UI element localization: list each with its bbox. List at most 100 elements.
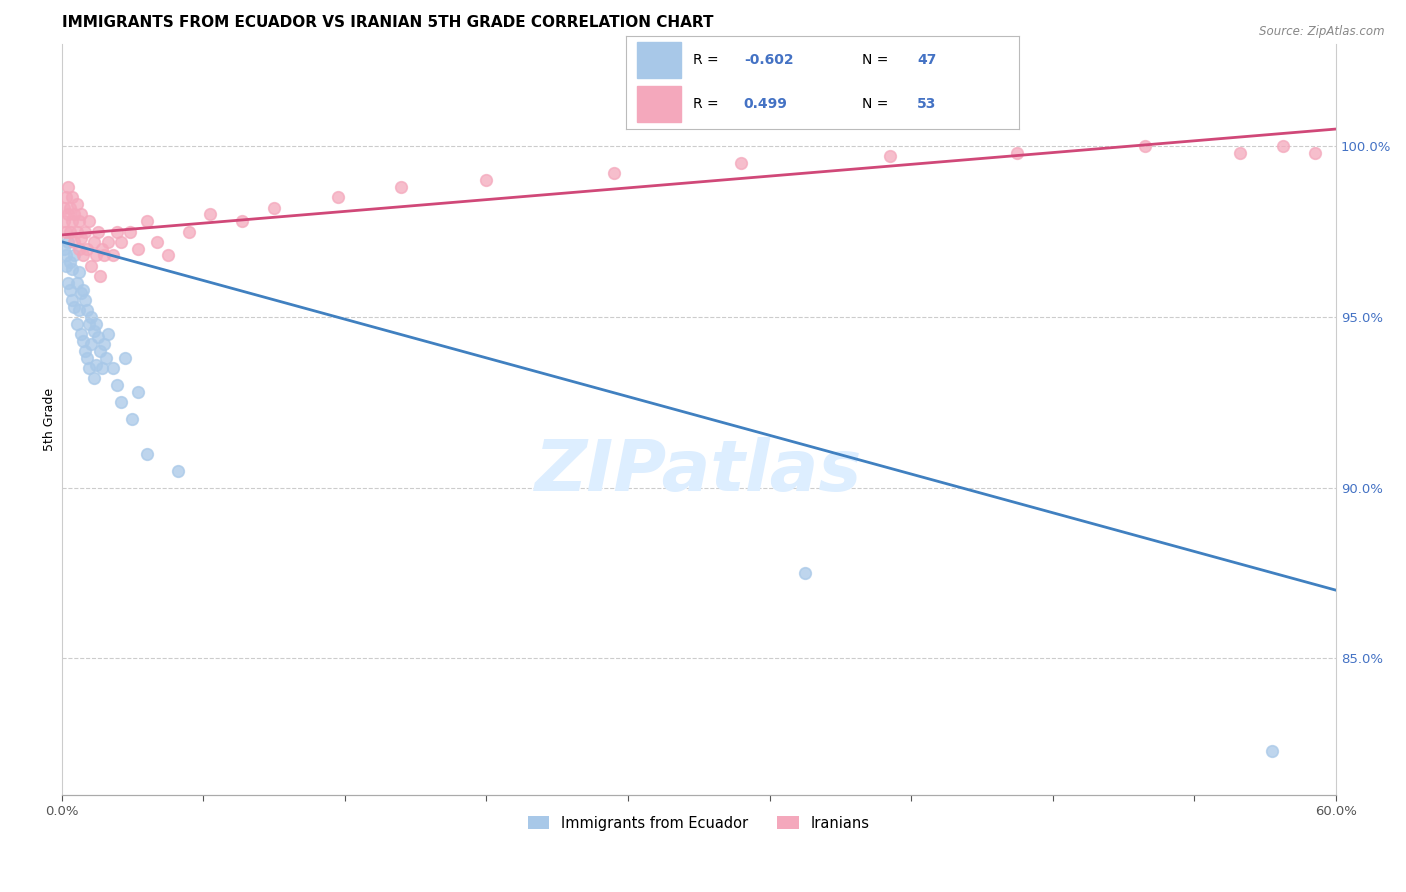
Point <box>67 242 90 256</box>
Point <box>55 225 77 239</box>
Point <box>110 235 132 249</box>
Point <box>69 326 91 341</box>
Point <box>52 242 75 256</box>
Point <box>1007 145 1029 160</box>
Point <box>69 231 91 245</box>
Point <box>65 276 87 290</box>
Point <box>97 326 120 341</box>
Point <box>167 464 190 478</box>
Point <box>55 190 77 204</box>
Point <box>73 344 96 359</box>
Point <box>72 334 94 348</box>
Point <box>65 225 87 239</box>
Point <box>60 262 83 277</box>
Point <box>84 317 107 331</box>
Point <box>67 303 90 318</box>
Point <box>127 242 149 256</box>
Point <box>69 207 91 221</box>
Point <box>67 265 90 279</box>
Point <box>60 214 83 228</box>
Text: -0.602: -0.602 <box>744 53 793 67</box>
Point <box>76 351 98 365</box>
Point <box>59 283 82 297</box>
Text: R =: R = <box>693 53 723 67</box>
Point <box>475 173 498 187</box>
Point <box>177 225 200 239</box>
Point <box>84 358 107 372</box>
Point <box>127 384 149 399</box>
Point <box>105 378 128 392</box>
Point <box>231 214 253 228</box>
Point <box>63 248 86 262</box>
Point <box>76 303 98 318</box>
Point <box>59 255 82 269</box>
Point <box>93 337 115 351</box>
Text: IMMIGRANTS FROM ECUADOR VS IRANIAN 5TH GRADE CORRELATION CHART: IMMIGRANTS FROM ECUADOR VS IRANIAN 5TH G… <box>62 15 713 30</box>
Point <box>59 225 82 239</box>
Point <box>56 180 79 194</box>
Text: 0.499: 0.499 <box>744 97 787 111</box>
Point <box>1261 744 1284 758</box>
Point <box>89 344 111 359</box>
Point <box>69 285 91 300</box>
Text: N =: N = <box>862 53 893 67</box>
Text: R =: R = <box>693 97 727 111</box>
Point <box>1133 139 1156 153</box>
Point <box>101 361 124 376</box>
Point <box>156 248 179 262</box>
Point <box>72 283 94 297</box>
Point <box>55 248 77 262</box>
Point <box>146 235 169 249</box>
Point <box>80 337 103 351</box>
Point <box>101 248 124 262</box>
Point <box>80 259 103 273</box>
Point <box>87 330 110 344</box>
Point <box>793 566 815 580</box>
Point <box>110 395 132 409</box>
Point <box>1303 145 1326 160</box>
Text: 47: 47 <box>917 53 936 67</box>
Y-axis label: 5th Grade: 5th Grade <box>44 388 56 451</box>
Point <box>52 201 75 215</box>
Point <box>87 225 110 239</box>
Point <box>55 259 77 273</box>
Point <box>200 207 222 221</box>
Point <box>73 293 96 307</box>
Point <box>121 412 143 426</box>
Point <box>77 361 100 376</box>
Point <box>56 235 79 249</box>
Bar <box>637 42 681 78</box>
Point <box>56 207 79 221</box>
Point <box>77 214 100 228</box>
Point <box>65 317 87 331</box>
Point <box>72 248 94 262</box>
Point <box>1271 139 1294 153</box>
Point <box>326 190 349 204</box>
Point <box>60 190 83 204</box>
Point <box>56 276 79 290</box>
Point <box>730 156 752 170</box>
Point <box>135 446 157 460</box>
Point <box>65 197 87 211</box>
Point <box>91 242 114 256</box>
Point <box>80 310 103 324</box>
Text: N =: N = <box>862 97 893 111</box>
Point <box>76 242 98 256</box>
Legend: Immigrants from Ecuador, Iranians: Immigrants from Ecuador, Iranians <box>522 810 876 837</box>
Point <box>603 166 626 180</box>
Point <box>93 248 115 262</box>
Point <box>118 225 141 239</box>
Bar <box>637 87 681 122</box>
Point <box>59 201 82 215</box>
Point <box>60 293 83 307</box>
Point <box>84 248 107 262</box>
Point <box>135 214 157 228</box>
Point <box>63 300 86 314</box>
Text: 53: 53 <box>917 97 936 111</box>
Point <box>63 207 86 221</box>
Point <box>879 149 901 163</box>
Point <box>96 351 118 365</box>
Point <box>114 351 136 365</box>
Point <box>77 317 100 331</box>
Point <box>105 225 128 239</box>
